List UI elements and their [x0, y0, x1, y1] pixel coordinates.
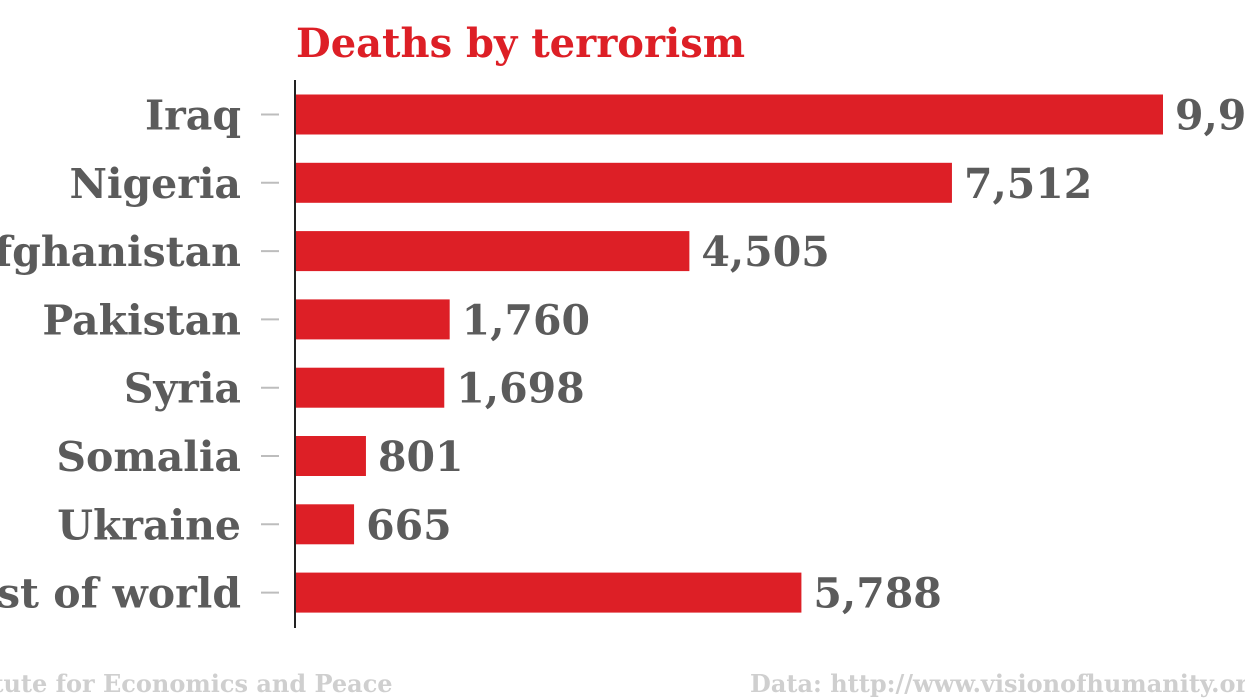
- value-label-syria: 1,698: [456, 365, 584, 413]
- category-label-pakistan: Pakistan: [42, 296, 241, 344]
- bar-nigeria: [296, 162, 952, 203]
- category-label-rest-of-world: Rest of world: [0, 570, 241, 618]
- value-label-nigeria: 7,512: [964, 160, 1092, 208]
- value-label-pakistan: 1,760: [462, 296, 590, 344]
- bar-rest-of-world: [296, 572, 802, 613]
- category-label-ukraine: Ukraine: [57, 501, 241, 549]
- category-label-somalia: Somalia: [56, 433, 241, 481]
- bar-afghanistan: [296, 231, 690, 272]
- bar-syria: [296, 367, 445, 408]
- category-label-iraq: Iraq: [145, 92, 241, 140]
- footer-source-right: Data: http://www.visionofhumanity.org: [750, 669, 1245, 698]
- value-label-ukraine: 665: [366, 501, 452, 549]
- value-label-afghanistan: 4,505: [701, 228, 829, 276]
- value-label-somalia: 801: [378, 433, 464, 481]
- category-label-nigeria: Nigeria: [69, 160, 241, 208]
- bar-pakistan: [296, 299, 450, 340]
- category-label-syria: Syria: [124, 365, 241, 413]
- value-label-iraq: 9,929: [1175, 92, 1245, 140]
- bar-ukraine: [296, 504, 355, 545]
- bars-layer: Iraq 9,929 Nigeria 7,512 Afghanistan 4,505 Pak…: [0, 92, 1245, 618]
- footer-source-left: Institute for Economics and Peace: [0, 669, 393, 698]
- value-label-rest-of-world: 5,788: [813, 570, 941, 618]
- bar-somalia: [296, 436, 366, 476]
- bar-iraq: [296, 94, 1163, 135]
- chart-title: Deaths by terrorism: [296, 20, 745, 67]
- category-label-afghanistan: Afghanistan: [0, 228, 241, 276]
